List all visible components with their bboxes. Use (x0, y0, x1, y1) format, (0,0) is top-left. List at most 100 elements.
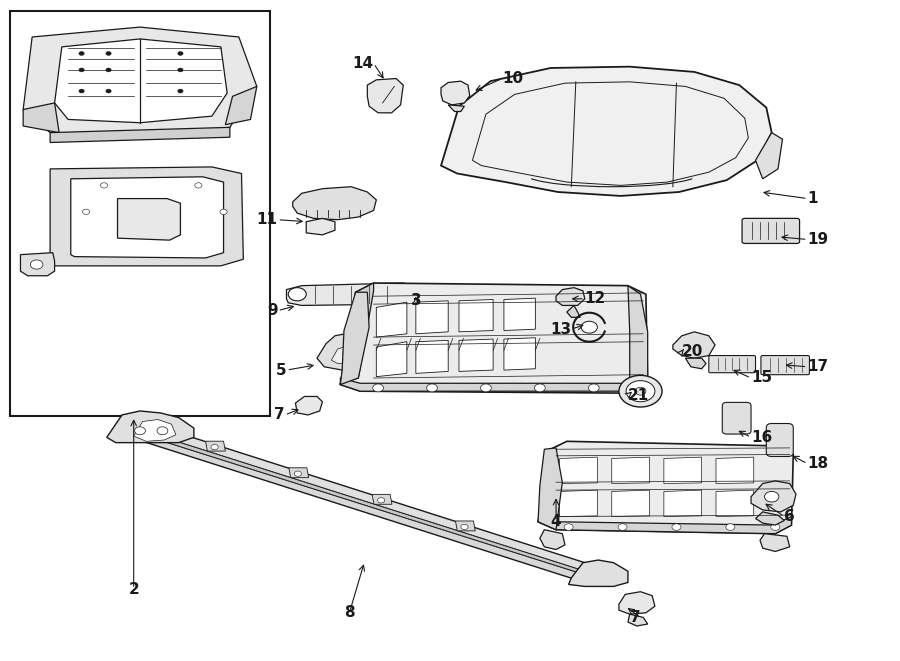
Circle shape (427, 384, 437, 392)
Circle shape (106, 52, 112, 56)
Polygon shape (619, 592, 655, 614)
Polygon shape (225, 87, 256, 125)
Polygon shape (23, 103, 59, 133)
Polygon shape (118, 198, 180, 240)
Polygon shape (569, 560, 628, 586)
Polygon shape (340, 292, 369, 385)
Circle shape (726, 524, 735, 530)
FancyBboxPatch shape (766, 424, 793, 457)
Polygon shape (441, 67, 771, 196)
Text: 3: 3 (410, 293, 421, 308)
Polygon shape (504, 338, 536, 370)
Polygon shape (21, 253, 55, 276)
Text: 7: 7 (630, 610, 641, 625)
Circle shape (672, 524, 681, 530)
Text: 20: 20 (682, 344, 703, 359)
Polygon shape (134, 420, 176, 442)
Text: 10: 10 (502, 71, 523, 86)
Polygon shape (612, 457, 650, 484)
Polygon shape (107, 411, 194, 443)
Polygon shape (50, 167, 243, 266)
Polygon shape (205, 441, 225, 451)
Circle shape (343, 349, 356, 358)
Text: 14: 14 (353, 56, 374, 71)
Circle shape (378, 498, 385, 503)
Text: 2: 2 (129, 582, 140, 597)
Circle shape (635, 387, 646, 395)
Polygon shape (459, 339, 493, 371)
Polygon shape (306, 218, 335, 235)
Circle shape (625, 384, 635, 392)
Bar (10, 11, 270, 416)
Polygon shape (50, 128, 230, 143)
Polygon shape (538, 448, 562, 529)
Text: 11: 11 (256, 212, 277, 227)
Polygon shape (716, 490, 753, 516)
Text: 7: 7 (274, 407, 284, 422)
Circle shape (619, 375, 662, 407)
Polygon shape (716, 457, 753, 484)
Text: 9: 9 (266, 303, 277, 318)
Polygon shape (441, 81, 470, 105)
Text: 15: 15 (751, 371, 772, 385)
Text: 5: 5 (275, 363, 286, 377)
Circle shape (220, 209, 227, 214)
Circle shape (79, 89, 85, 93)
Circle shape (177, 52, 183, 56)
Polygon shape (416, 301, 448, 334)
Polygon shape (664, 457, 702, 484)
Text: 17: 17 (807, 360, 829, 374)
Polygon shape (628, 614, 648, 626)
Text: 19: 19 (807, 232, 829, 247)
Polygon shape (340, 283, 648, 393)
Polygon shape (612, 490, 650, 516)
Polygon shape (560, 457, 598, 484)
Circle shape (158, 427, 167, 435)
Circle shape (618, 524, 627, 530)
Polygon shape (538, 514, 791, 533)
Circle shape (581, 321, 598, 333)
Polygon shape (673, 332, 716, 358)
Text: 6: 6 (784, 509, 795, 524)
Circle shape (461, 524, 468, 529)
Circle shape (535, 384, 545, 392)
Circle shape (79, 68, 85, 72)
Circle shape (79, 52, 85, 56)
Polygon shape (376, 302, 407, 337)
Polygon shape (455, 521, 475, 531)
Polygon shape (317, 332, 380, 370)
FancyBboxPatch shape (760, 356, 809, 375)
FancyBboxPatch shape (709, 356, 755, 373)
Text: 21: 21 (628, 387, 649, 403)
Polygon shape (540, 529, 565, 549)
Polygon shape (122, 428, 585, 582)
Polygon shape (751, 481, 796, 512)
Circle shape (764, 491, 778, 502)
Polygon shape (686, 358, 706, 369)
Circle shape (211, 444, 218, 449)
Polygon shape (538, 442, 793, 533)
Polygon shape (340, 377, 648, 391)
Polygon shape (55, 39, 227, 123)
Polygon shape (560, 490, 598, 516)
Text: 1: 1 (807, 191, 818, 206)
Circle shape (626, 381, 655, 402)
Circle shape (194, 182, 202, 188)
Text: 16: 16 (751, 430, 772, 445)
Polygon shape (504, 298, 536, 330)
Polygon shape (416, 340, 448, 373)
Circle shape (564, 524, 573, 530)
Polygon shape (367, 79, 403, 113)
Circle shape (288, 288, 306, 301)
Polygon shape (376, 342, 407, 377)
Circle shape (101, 182, 108, 188)
Polygon shape (448, 105, 464, 112)
Text: 18: 18 (807, 456, 829, 471)
Text: 12: 12 (585, 292, 606, 306)
Polygon shape (122, 424, 585, 574)
Text: 13: 13 (550, 322, 572, 336)
Circle shape (31, 260, 43, 269)
Polygon shape (295, 397, 322, 415)
Polygon shape (459, 299, 493, 332)
Circle shape (177, 68, 183, 72)
